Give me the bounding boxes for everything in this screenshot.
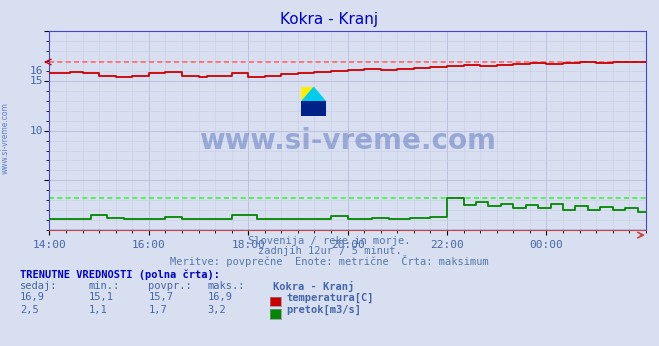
Text: 1,1: 1,1 <box>89 305 107 315</box>
Text: 16: 16 <box>30 66 43 76</box>
Text: Meritve: povprečne  Enote: metrične  Črta: maksimum: Meritve: povprečne Enote: metrične Črta:… <box>170 255 489 267</box>
Text: Slovenija / reke in morje.: Slovenija / reke in morje. <box>248 236 411 246</box>
Text: TRENUTNE VREDNOSTI (polna črta):: TRENUTNE VREDNOSTI (polna črta): <box>20 270 219 280</box>
Polygon shape <box>301 86 314 101</box>
Text: 10: 10 <box>30 126 43 136</box>
Polygon shape <box>301 101 326 116</box>
Text: 2,5: 2,5 <box>20 305 38 315</box>
Text: 15: 15 <box>30 76 43 86</box>
Text: sedaj:: sedaj: <box>20 281 57 291</box>
Text: maks.:: maks.: <box>208 281 245 291</box>
Text: pretok[m3/s]: pretok[m3/s] <box>287 305 362 316</box>
Text: min.:: min.: <box>89 281 120 291</box>
Text: www.si-vreme.com: www.si-vreme.com <box>199 127 496 155</box>
Text: zadnjih 12ur / 5 minut.: zadnjih 12ur / 5 minut. <box>258 246 401 256</box>
Text: 16,9: 16,9 <box>20 292 45 302</box>
Text: povpr.:: povpr.: <box>148 281 192 291</box>
Text: Kokra - Kranj: Kokra - Kranj <box>281 12 378 27</box>
Text: temperatura[C]: temperatura[C] <box>287 292 374 303</box>
Text: 3,2: 3,2 <box>208 305 226 315</box>
Polygon shape <box>301 86 326 101</box>
Text: 15,1: 15,1 <box>89 292 114 302</box>
Text: 16,9: 16,9 <box>208 292 233 302</box>
Text: www.si-vreme.com: www.si-vreme.com <box>1 102 10 174</box>
Text: Kokra - Kranj: Kokra - Kranj <box>273 281 355 292</box>
Text: 15,7: 15,7 <box>148 292 173 302</box>
Text: 1,7: 1,7 <box>148 305 167 315</box>
